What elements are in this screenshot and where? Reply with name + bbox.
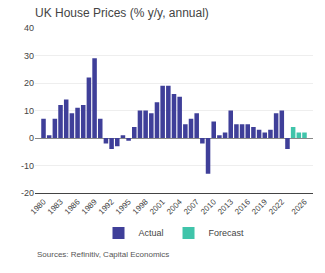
svg-text:2010: 2010 [199, 197, 218, 216]
svg-text:1995: 1995 [114, 197, 133, 216]
svg-text:2026: 2026 [290, 197, 309, 216]
svg-text:1998: 1998 [131, 197, 150, 216]
svg-text:2013: 2013 [216, 197, 235, 216]
svg-text:2001: 2001 [148, 197, 167, 216]
svg-text:-20: -20 [21, 188, 34, 198]
svg-text:30: 30 [24, 51, 34, 61]
svg-text:Sources: Refinitiv, Capital Ec: Sources: Refinitiv, Capital Economics [37, 250, 169, 259]
svg-text:2016: 2016 [233, 197, 252, 216]
svg-text:UK House Prices (% y/y, annual: UK House Prices (% y/y, annual) [35, 6, 209, 20]
svg-text:1986: 1986 [63, 197, 82, 216]
svg-text:20: 20 [24, 78, 34, 88]
svg-text:0: 0 [29, 133, 34, 143]
svg-text:-10: -10 [21, 161, 34, 171]
svg-text:10: 10 [24, 106, 34, 116]
svg-text:1992: 1992 [97, 197, 116, 216]
svg-text:2019: 2019 [250, 197, 269, 216]
svg-text:Actual: Actual [139, 228, 164, 238]
svg-text:40: 40 [24, 23, 34, 33]
svg-text:2022: 2022 [267, 197, 286, 216]
svg-text:1983: 1983 [46, 197, 65, 216]
svg-text:1980: 1980 [29, 197, 48, 216]
svg-text:Forecast: Forecast [209, 228, 245, 238]
svg-text:2004: 2004 [165, 197, 184, 216]
svg-text:2007: 2007 [182, 197, 201, 216]
svg-text:1989: 1989 [80, 197, 99, 216]
